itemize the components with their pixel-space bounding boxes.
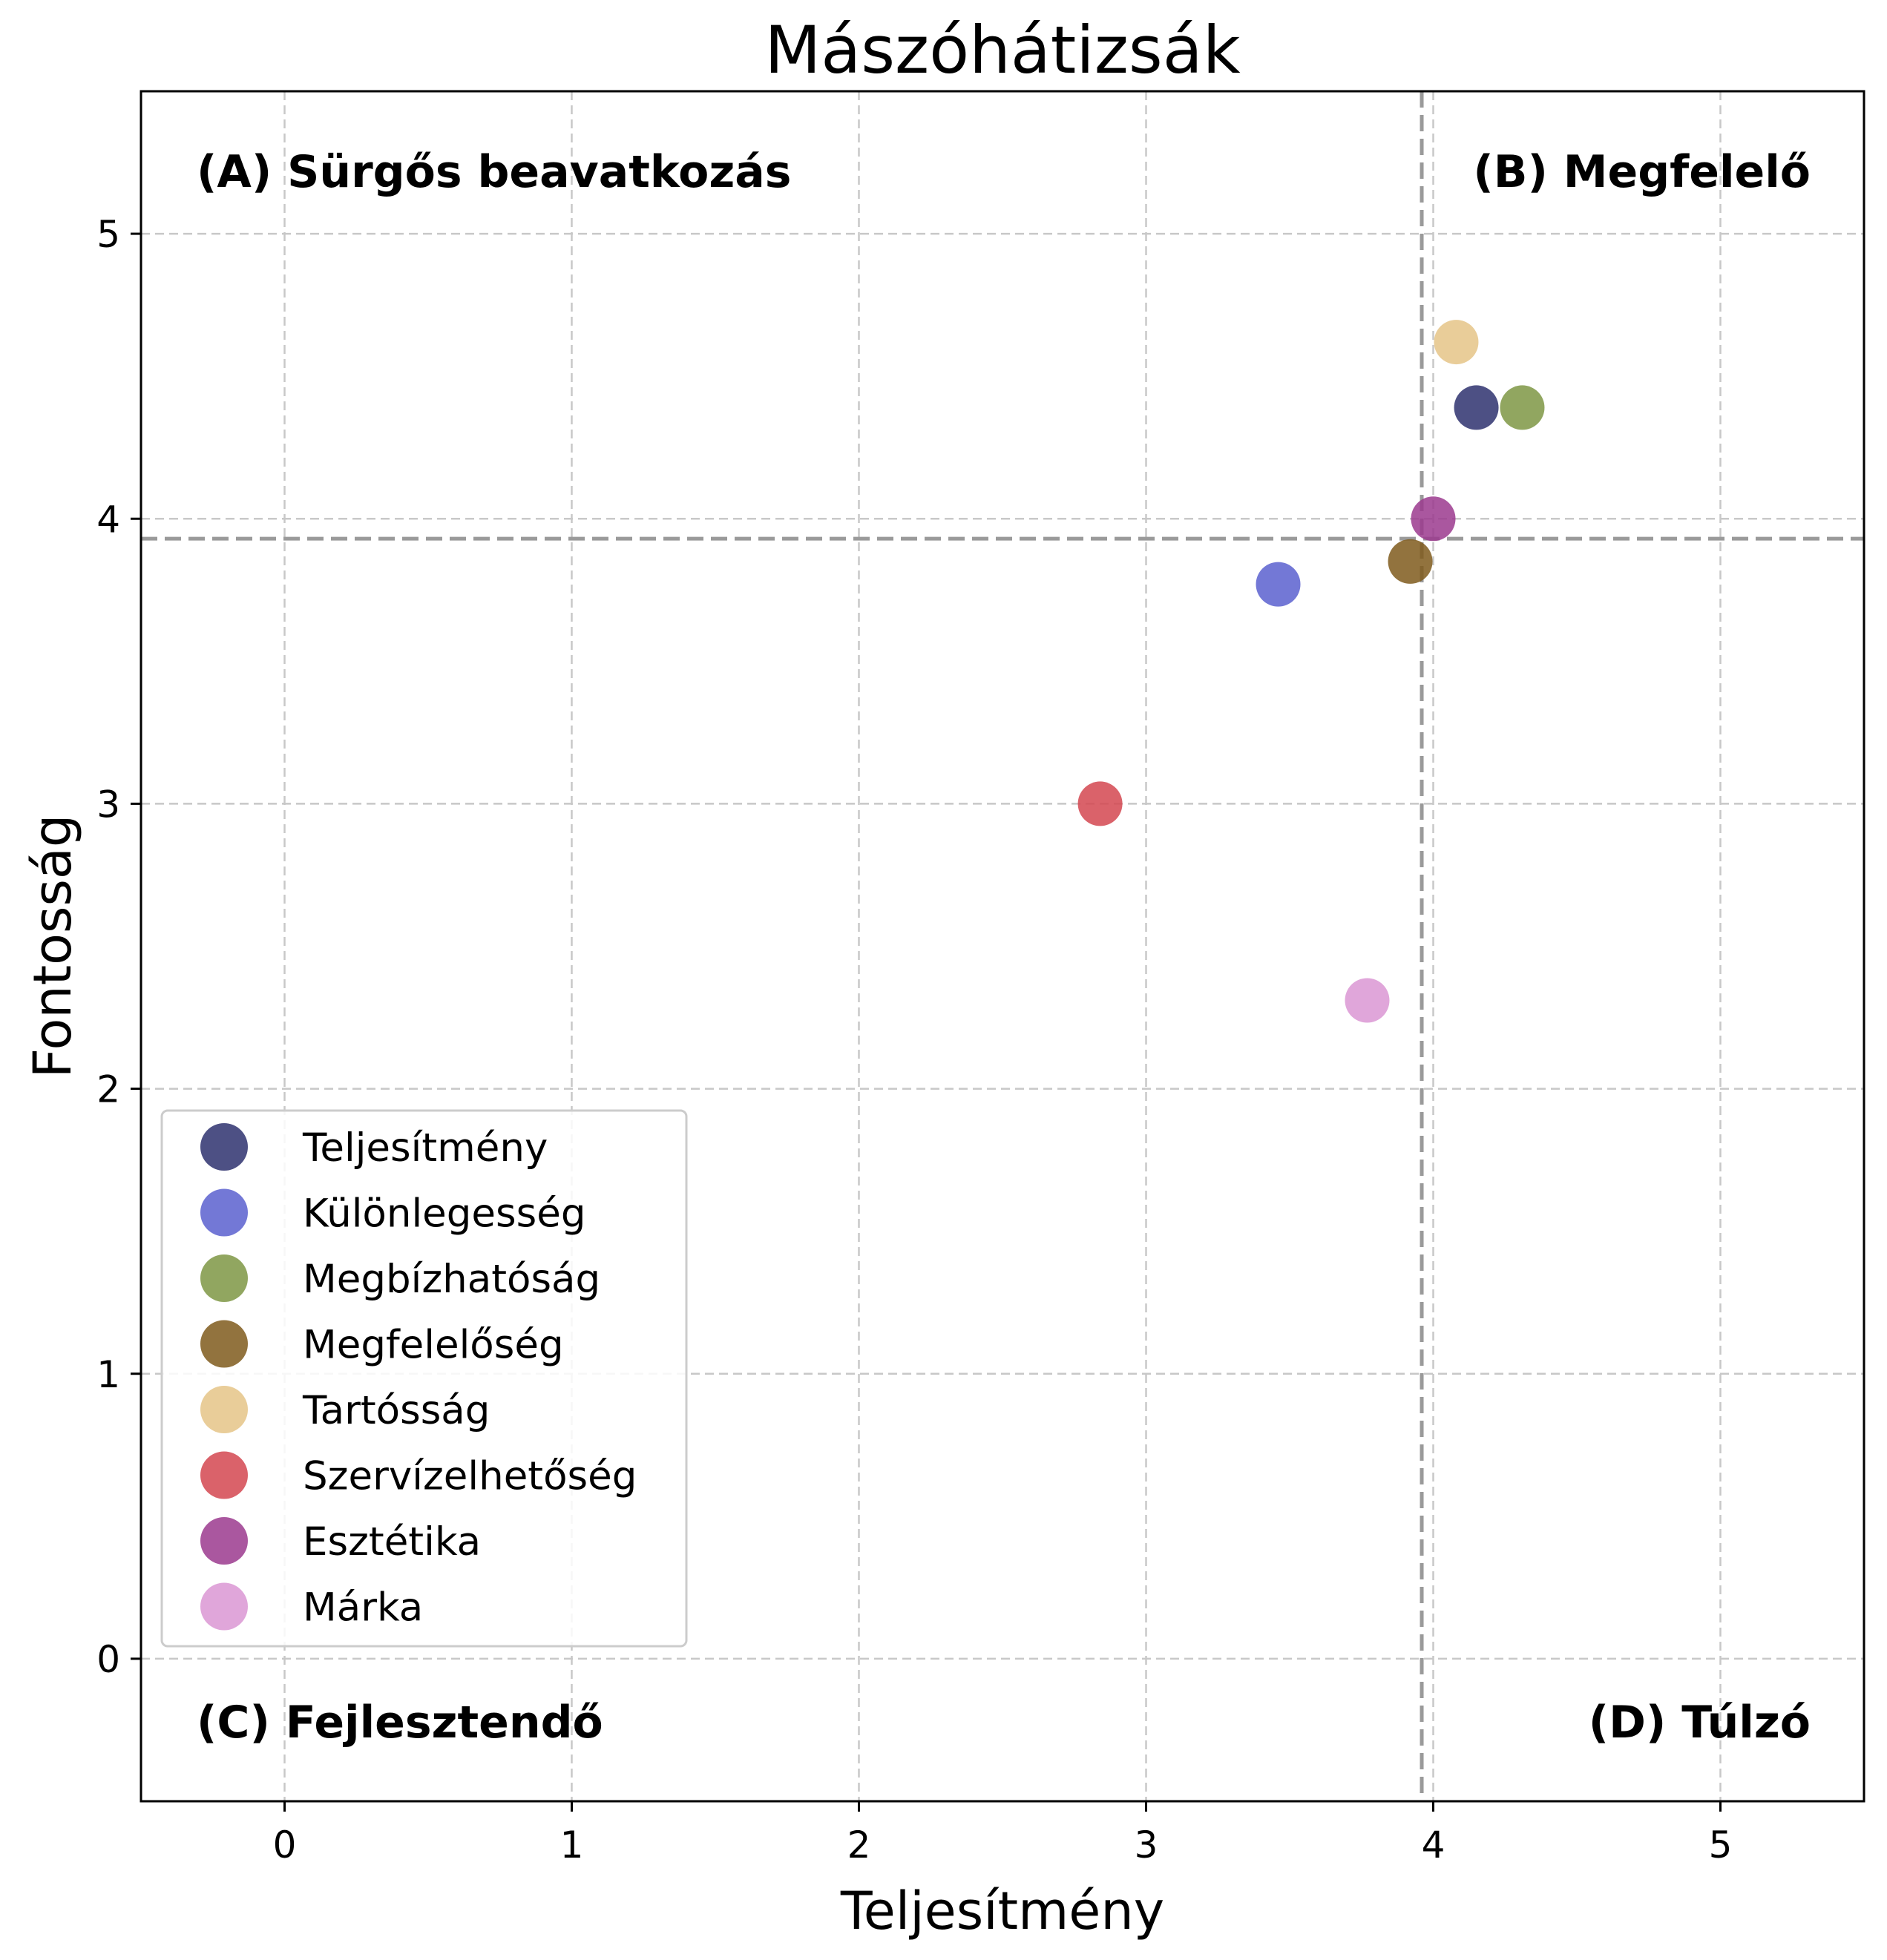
legend-label-4: Tartósság [302, 1388, 490, 1433]
data-point-1 [1256, 562, 1301, 607]
x-tick-label: 4 [1422, 1823, 1445, 1867]
data-point-0 [1454, 385, 1499, 430]
x-tick-label: 0 [273, 1823, 297, 1867]
y-tick-label: 4 [96, 498, 120, 541]
legend-marker-4 [200, 1386, 248, 1433]
x-axis-label: Teljesítmény [840, 1881, 1164, 1941]
axis-ticks: 0 1 2 3 4 5 0 1 2 3 4 5 [96, 213, 1732, 1867]
legend-marker-1 [200, 1188, 248, 1237]
data-point-2 [1500, 385, 1545, 430]
y-tick-label: 1 [96, 1353, 120, 1396]
x-tick-label: 1 [560, 1823, 584, 1867]
y-tick-label: 0 [96, 1638, 120, 1681]
y-axis-label: Fontosság [22, 815, 83, 1079]
x-tick-label: 2 [847, 1823, 871, 1867]
data-point-3 [1388, 539, 1433, 584]
legend-marker-3 [200, 1320, 248, 1368]
data-point-7 [1345, 978, 1390, 1023]
y-tick-label: 2 [96, 1068, 120, 1111]
quadrant-label-a: (A) Sürgős beavatkozás [197, 146, 792, 198]
legend-label-1: Különlegesség [303, 1191, 586, 1237]
legend-label-2: Megbízhatóság [303, 1257, 600, 1302]
legend-marker-0 [200, 1123, 248, 1171]
data-points [1077, 320, 1545, 1023]
quadrant-label-d: (D) Túlzó [1589, 1697, 1811, 1749]
data-point-6 [1411, 496, 1456, 542]
data-point-5 [1077, 781, 1123, 826]
legend-items: Teljesítmény Különlegesség Megbízhatóság Me… [200, 1123, 637, 1631]
quadrant-label-c: (C) Fejlesztendő [197, 1697, 603, 1749]
y-tick-label: 5 [96, 213, 120, 256]
legend-label-6: Esztétika [303, 1519, 481, 1565]
chart-title: Mászóhátizsák [764, 12, 1240, 88]
legend-label-0: Teljesítmény [302, 1125, 548, 1171]
plot-frame [140, 90, 1865, 1803]
legend-label-5: Szervízelhetőség [303, 1454, 637, 1499]
legend: Teljesítmény Különlegesség Megbízhatóság Me… [160, 1109, 688, 1648]
data-point-4 [1434, 320, 1479, 365]
legend-marker-5 [200, 1451, 248, 1499]
y-tick-label: 3 [96, 783, 120, 826]
legend-marker-7 [200, 1582, 248, 1631]
reference-lines [141, 91, 1864, 1801]
legend-label-3: Megfelelőség [303, 1323, 564, 1368]
legend-box [160, 1109, 688, 1648]
legend-marker-2 [200, 1254, 248, 1302]
x-tick-label: 5 [1709, 1823, 1733, 1867]
legend-label-7: Márka [303, 1585, 423, 1631]
x-tick-label: 3 [1135, 1823, 1158, 1867]
quadrant-label-b: (B) Megfelelő [1473, 146, 1811, 198]
legend-marker-6 [200, 1517, 248, 1565]
